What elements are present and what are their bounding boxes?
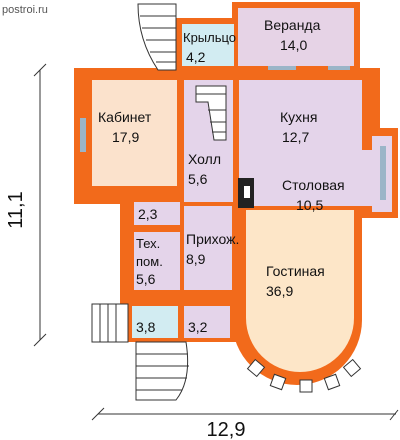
porch-top-area: 4,2 — [186, 49, 206, 65]
living-name: Гостиная — [266, 263, 325, 279]
tech-area: 5,6 — [136, 271, 156, 287]
living-bay-windows — [246, 358, 362, 393]
tech-name-line1: Тех. — [136, 236, 160, 251]
kitchen-name: Кухня — [280, 109, 317, 125]
room-office — [92, 80, 180, 186]
hall-name: Холл — [188, 151, 221, 167]
entry-area: 8,9 — [186, 251, 206, 267]
room-vestibule — [184, 306, 230, 338]
room-veranda — [238, 8, 354, 66]
kitchen-area: 12,7 — [282, 129, 309, 145]
office-name: Кабинет — [98, 109, 152, 125]
height-dimension-label: 11,1 — [5, 191, 27, 228]
stairs-hall — [195, 85, 227, 141]
room-wc — [134, 202, 180, 226]
dining-area: 10,5 — [296, 197, 323, 213]
room-dining — [238, 150, 378, 206]
room-porch-bottom — [132, 306, 178, 338]
porch-bottom-area: 3,8 — [136, 319, 156, 335]
hall-area: 5,6 — [188, 171, 208, 187]
porch-top-name: Крыльцо — [183, 30, 236, 45]
living-area: 36,9 — [266, 283, 293, 299]
room-living — [246, 210, 354, 372]
room-entry — [184, 206, 232, 290]
watermark-text: postroi.ru — [2, 4, 48, 16]
entry-name: Прихож. — [186, 231, 239, 247]
wc-area: 2,3 — [138, 206, 158, 222]
room-kitchen — [238, 80, 362, 150]
room-porch-top — [182, 24, 234, 66]
room-tech — [134, 232, 180, 290]
stairs-top-left — [137, 3, 177, 71]
fireplace-opening — [244, 186, 250, 198]
vestibule-area: 3,2 — [188, 319, 208, 335]
dining-name: Столовая — [282, 177, 345, 193]
interior-walls — [130, 74, 239, 231]
dimension-horizontal — [91, 407, 399, 421]
windows — [80, 66, 386, 200]
veranda-area: 14,0 — [280, 37, 307, 53]
stairs-bottom — [91, 303, 189, 401]
dimension-vertical — [33, 63, 47, 347]
room-labels: Веранда 14,0 Крыльцо 4,2 Кабинет 17,9 Ку… — [98, 17, 345, 335]
width-dimension-label: 12,9 — [207, 419, 246, 440]
veranda-name: Веранда — [264, 17, 321, 33]
tech-name-line2: пом. — [136, 254, 163, 269]
office-area: 17,9 — [112, 129, 139, 145]
